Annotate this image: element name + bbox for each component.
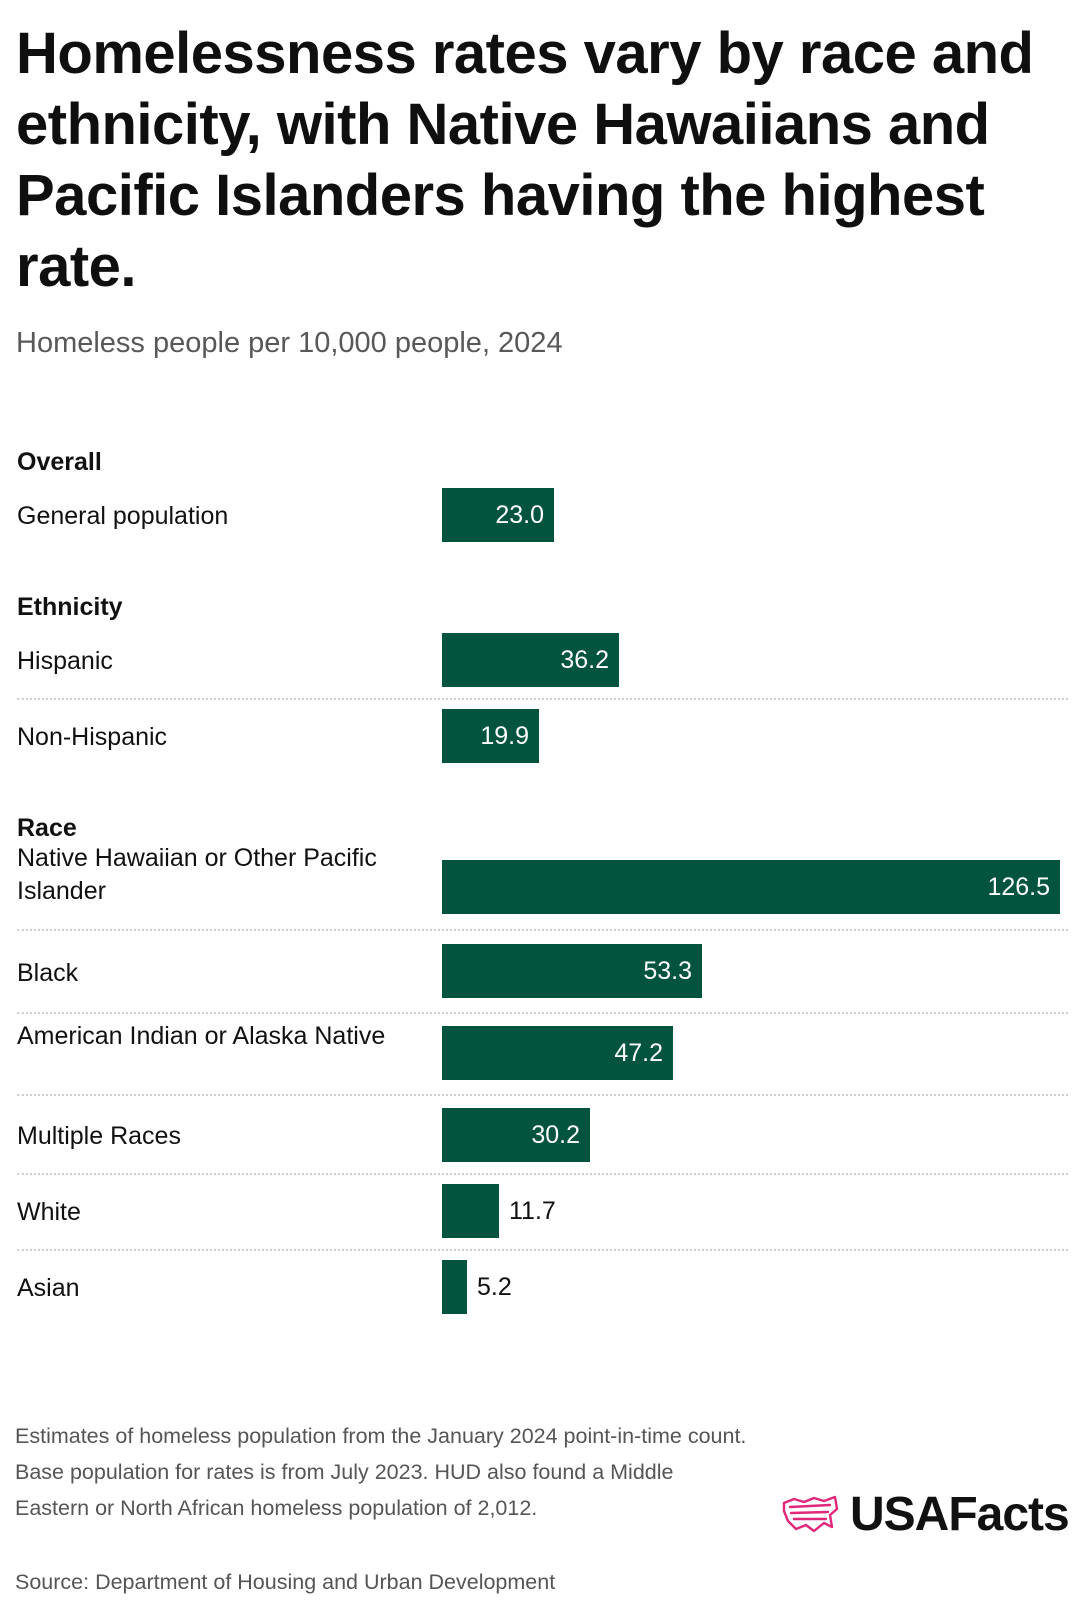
group-label: Overall	[17, 448, 102, 476]
group-label: Race	[17, 814, 77, 842]
data-label: 11.7	[509, 1197, 556, 1225]
group-label: Ethnicity	[17, 593, 123, 621]
data-label: 19.9	[480, 722, 529, 750]
source-note: Source: Department of Housing and Urban …	[15, 1570, 556, 1594]
bar[interactable]	[442, 860, 1060, 914]
data-label: 23.0	[495, 501, 544, 529]
bar[interactable]	[442, 1026, 673, 1080]
category-label: Asian	[17, 1274, 80, 1302]
usa-flag-icon	[782, 1495, 839, 1533]
row-separator	[17, 698, 1068, 700]
bar[interactable]	[442, 1184, 499, 1238]
data-label: 47.2	[614, 1039, 663, 1067]
chart-subtitle: Homeless people per 10,000 people, 2024	[16, 327, 563, 359]
logo-text: USAFacts	[850, 1488, 1070, 1541]
category-label: Multiple Races	[17, 1122, 181, 1150]
category-label: Black	[17, 959, 79, 987]
row-separator	[17, 929, 1068, 931]
row-separator	[17, 1173, 1068, 1175]
usafacts-logo[interactable]: USAFacts	[780, 1485, 1080, 1545]
category-label: American Indian or Alaska Native	[17, 1022, 386, 1050]
footnote: Estimates of homeless population from th…	[15, 1424, 747, 1520]
data-label: 5.2	[477, 1273, 512, 1301]
bar[interactable]	[442, 709, 539, 763]
bar[interactable]	[442, 1260, 467, 1314]
data-label: 53.3	[643, 957, 692, 985]
category-label: Hispanic	[17, 647, 113, 675]
data-label: 36.2	[560, 646, 609, 674]
bar[interactable]	[442, 1108, 590, 1162]
bar[interactable]	[442, 488, 554, 542]
data-label: 126.5	[987, 873, 1050, 901]
bar[interactable]	[442, 944, 702, 998]
category-label: Native Hawaiian or Other Pacific Islande…	[17, 844, 377, 905]
row-separator	[17, 1094, 1068, 1096]
category-label: Non-Hispanic	[17, 723, 168, 751]
row-separator	[17, 1012, 1068, 1014]
chart-title: Homelessness rates vary by race and ethn…	[16, 21, 1034, 299]
category-label: General population	[17, 502, 229, 530]
category-label: White	[17, 1198, 81, 1226]
bar[interactable]	[442, 633, 619, 687]
row-separator	[17, 1249, 1068, 1251]
data-label: 30.2	[531, 1121, 580, 1149]
